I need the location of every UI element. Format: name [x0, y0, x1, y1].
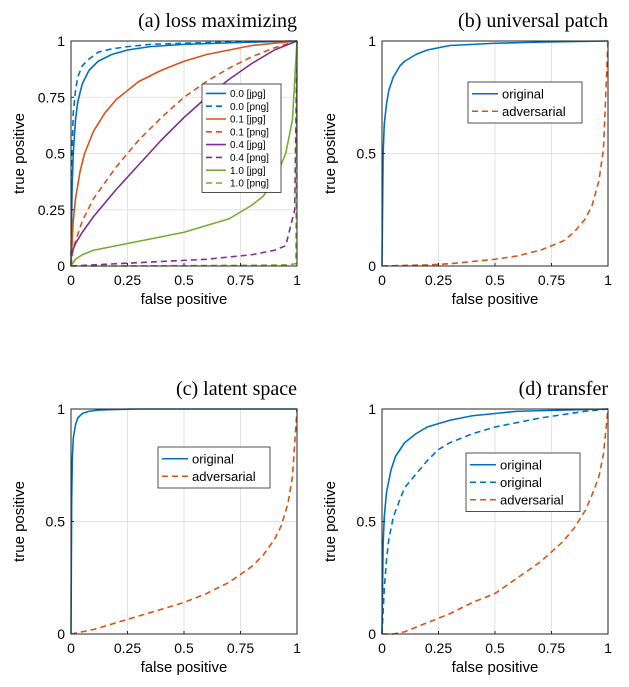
x-tick-label: 0.25 [114, 272, 141, 288]
legend-box [201, 83, 282, 193]
panel-title: (b) universal patch [458, 10, 608, 32]
series-line-5 [70, 40, 298, 267]
y-tick-label: 0 [368, 626, 376, 642]
legend-entry: 1.0 [jpg] [230, 166, 266, 177]
x-axis-label: false positive [141, 659, 228, 676]
x-tick-label: 0.5 [485, 272, 505, 288]
x-tick-label: 1 [604, 272, 612, 288]
series-line-0 [381, 40, 609, 267]
x-tick-label: 0.75 [538, 272, 565, 288]
y-tick-label: 0.75 [38, 89, 65, 105]
series-line-0 [70, 40, 298, 267]
legend-entry: original [500, 475, 542, 490]
legend-entry: adversarial [192, 469, 256, 484]
legend-box [467, 81, 583, 124]
y-tick-label: 0.25 [38, 202, 65, 218]
x-tick-label: 1 [604, 640, 612, 656]
x-tick-label: 0.5 [174, 640, 194, 656]
series-line-1 [70, 40, 298, 267]
y-tick-label: 1 [368, 401, 376, 417]
legend-entry: 0.1 [jpg] [230, 115, 266, 126]
y-tick-label: 0 [57, 258, 65, 274]
series-line-0 [381, 408, 609, 635]
x-tick-label: 0 [67, 272, 75, 288]
y-tick-label: 0.5 [46, 514, 66, 530]
legend-entry: original [500, 457, 542, 472]
x-tick-label: 0.25 [425, 272, 452, 288]
panel-a: 0 0.25 0.5 0.75 1 0 0.25 0.5 0.75 1 false positive… [11, 10, 301, 308]
x-tick-label: 0 [378, 640, 386, 656]
legend-entry: 0.4 [png] [230, 153, 269, 164]
y-tick-label: 0.5 [357, 514, 377, 530]
x-axis-label: false positive [452, 659, 539, 676]
x-tick-label: 0.25 [114, 640, 141, 656]
legend-entry: adversarial [502, 104, 566, 119]
x-axis-label: false positive [452, 291, 539, 308]
x-tick-label: 0.5 [485, 640, 505, 656]
legend-entry: 1.0 [png] [230, 179, 269, 190]
y-axis-label: true positive [322, 113, 339, 194]
panel-c: 0 0.25 0.5 0.75 1 0 0.5 1 false positive true pos… [11, 378, 301, 676]
y-tick-label: 0.5 [357, 146, 377, 162]
legend-box [157, 446, 271, 489]
series-line-4 [70, 40, 298, 256]
y-tick-label: 0.5 [46, 146, 66, 162]
legend-entry: 0.0 [png] [230, 102, 269, 113]
panel-b: 0 0.25 0.5 0.75 1 0 0.5 1 false positive true pos… [322, 10, 612, 308]
x-tick-label: 0 [67, 640, 75, 656]
legend: original adversarial [467, 81, 583, 124]
legend-entry: 0.0 [jpg] [230, 89, 266, 100]
panel-title: (a) loss maximizing [138, 10, 297, 32]
x-tick-label: 0.25 [425, 640, 452, 656]
x-tick-label: 1 [293, 640, 301, 656]
panel-title: (d) transfer [519, 378, 609, 400]
y-axis-label: true positive [11, 113, 28, 194]
y-tick-label: 0 [57, 626, 65, 642]
legend: original adversarial [157, 446, 271, 489]
x-tick-label: 0 [378, 272, 386, 288]
legend: 0.0 [jpg] 0.0 [png] 0.1 [jpg]0.1 [png] 0.4 … [201, 83, 282, 193]
series-line-3 [70, 40, 298, 267]
series-line-2 [382, 408, 609, 635]
x-tick-label: 0.75 [227, 272, 254, 288]
x-tick-label: 0.75 [538, 640, 565, 656]
panel-title: (c) latent space [176, 378, 297, 400]
x-tick-label: 1 [293, 272, 301, 288]
legend: original original adversarial [465, 452, 581, 512]
y-tick-label: 1 [57, 33, 65, 49]
legend-entry: 0.4 [jpg] [230, 140, 266, 151]
x-tick-label: 0.75 [227, 640, 254, 656]
panel-d: 0 0.25 0.5 0.75 1 0 0.5 1 false positive true pos… [322, 378, 612, 676]
legend-entry: original [502, 86, 544, 101]
y-tick-label: 0 [368, 258, 376, 274]
y-tick-label: 1 [368, 33, 376, 49]
x-tick-label: 0.5 [174, 272, 194, 288]
y-axis-label: true positive [322, 481, 339, 562]
series-line-1 [381, 40, 609, 267]
legend-entry: 0.1 [png] [230, 127, 269, 138]
y-tick-label: 1 [57, 401, 65, 417]
series-line-1 [70, 408, 298, 635]
legend-entry: original [192, 451, 234, 466]
series-line-2 [70, 40, 298, 267]
legend-entry: adversarial [500, 492, 564, 507]
x-axis-label: false positive [141, 291, 228, 308]
y-axis-label: true positive [11, 481, 28, 562]
series-line-1 [381, 408, 609, 635]
